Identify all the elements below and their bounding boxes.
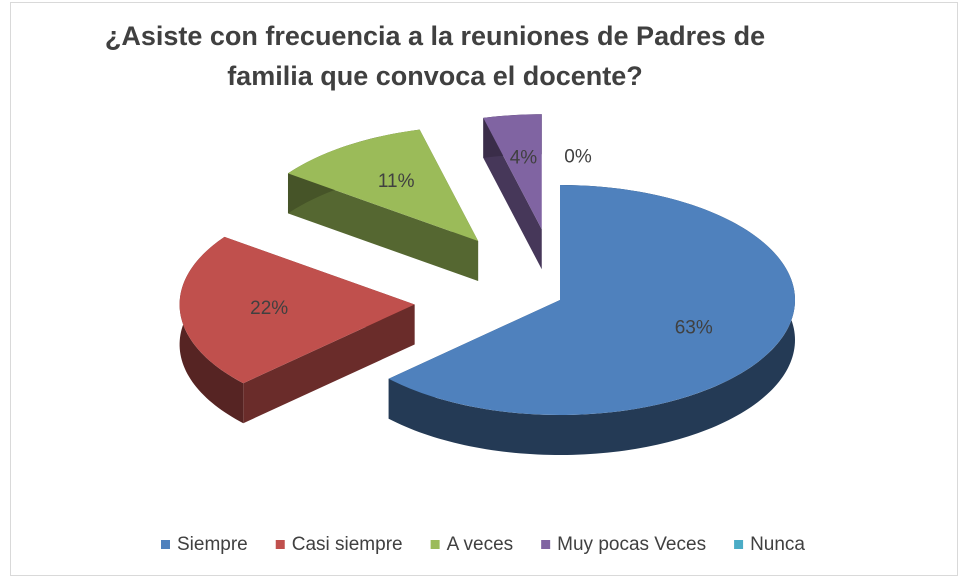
legend-label: Muy pocas Veces [557, 534, 706, 555]
data-label: 63% [675, 317, 713, 338]
legend: Siempre Casi siempre A veces Muy pocas Vece… [160, 534, 805, 555]
legend-item: Nunca [734, 534, 805, 555]
legend-label: Siempre [177, 534, 248, 555]
legend-label: Nunca [750, 534, 805, 555]
slice [388, 185, 795, 416]
data-label: 0% [564, 146, 592, 167]
data-label: 4% [510, 148, 538, 169]
slice-rim [388, 185, 795, 455]
legend-item: Muy pocas Veces [541, 534, 706, 555]
data-label: 11% [378, 171, 415, 192]
legend-swatch [275, 540, 285, 549]
slice-labels: 63% 22% 11% 4% 0% [250, 146, 713, 338]
legend-swatch [160, 540, 170, 549]
slice-side [243, 304, 415, 424]
slice-tops [179, 114, 795, 416]
slice-side [287, 173, 479, 282]
legend-item: A veces [430, 534, 514, 555]
legend-swatch [430, 540, 440, 549]
slice [179, 236, 415, 384]
chart-border [10, 2, 958, 576]
slice [287, 129, 479, 242]
legend-item: Siempre [160, 534, 248, 555]
chart-title: ¿Asiste con frecuencia a la reuniones de… [104, 21, 766, 91]
legend-label: A veces [447, 534, 514, 555]
data-label: 22% [250, 298, 288, 319]
legend-swatch [541, 540, 551, 549]
legend-label: Casi siempre [292, 534, 403, 555]
legend-swatch [734, 540, 744, 549]
slice [483, 114, 542, 230]
legend-item: Casi siempre [275, 534, 403, 555]
